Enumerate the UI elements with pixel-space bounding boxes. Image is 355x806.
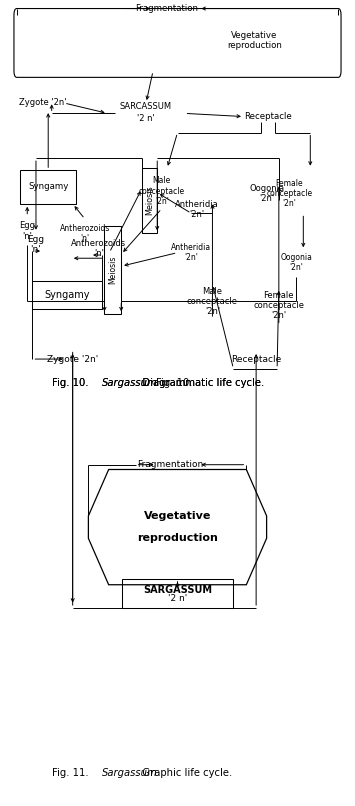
Text: reproduction: reproduction (137, 534, 218, 543)
Text: Syngamy: Syngamy (28, 182, 69, 192)
Text: Egg
'n': Egg 'n' (27, 235, 44, 255)
Text: Fig. 10.: Fig. 10. (156, 378, 199, 388)
Text: Female
conceptacle
'2n': Female conceptacle '2n' (266, 178, 312, 208)
Text: '2 n': '2 n' (168, 594, 187, 603)
Text: Female
conceptacle
'2n': Female conceptacle '2n' (253, 290, 304, 320)
Text: Fragmentation: Fragmentation (137, 460, 204, 469)
Text: Vegetative: Vegetative (144, 511, 211, 521)
Text: Fig. 10.: Fig. 10. (52, 378, 94, 388)
Text: Oogonia
'2n': Oogonia '2n' (280, 252, 312, 272)
Text: Receptacle: Receptacle (245, 112, 292, 121)
Text: Zygote '2n': Zygote '2n' (19, 98, 67, 107)
Text: . Graphic life cycle.: . Graphic life cycle. (136, 768, 232, 778)
Text: Receptacle: Receptacle (231, 355, 281, 364)
Text: Fig. 10.: Fig. 10. (52, 378, 94, 388)
Text: Egg
'n': Egg 'n' (19, 222, 35, 241)
Text: SARGASSUM: SARGASSUM (143, 584, 212, 595)
Text: Oogonia
'2n': Oogonia '2n' (249, 184, 284, 203)
Text: Sargassum: Sargassum (102, 378, 158, 388)
Bar (20, 170, 76, 204)
Bar (32, 280, 102, 310)
Text: Meiosis: Meiosis (108, 256, 118, 285)
Text: Antheridia
'2n': Antheridia '2n' (175, 200, 219, 219)
Text: Fig. 11.: Fig. 11. (52, 768, 94, 778)
Text: SARCASSUM: SARCASSUM (120, 102, 172, 111)
Text: Antherozoids
'n': Antherozoids 'n' (60, 224, 110, 243)
Bar (142, 168, 157, 234)
Text: '2 n': '2 n' (137, 114, 155, 123)
Bar (122, 580, 233, 608)
Text: Sargassum: Sargassum (102, 768, 157, 778)
Text: Zygote '2n': Zygote '2n' (47, 355, 98, 364)
Text: . Diagrammatic life cycle.: . Diagrammatic life cycle. (136, 378, 264, 388)
Text: Sargassum: Sargassum (102, 378, 157, 388)
Text: Male
conceptacle
'2n': Male conceptacle '2n' (139, 176, 185, 206)
Text: Syngamy: Syngamy (45, 290, 90, 300)
Text: Antheridia
'2n': Antheridia '2n' (171, 243, 212, 262)
Text: Antherozoids
'n': Antherozoids 'n' (71, 239, 126, 258)
Bar (104, 226, 121, 314)
Text: Fragmentation: Fragmentation (136, 4, 198, 13)
Text: Male
conceptacle
'2n': Male conceptacle '2n' (187, 287, 238, 316)
Text: . Diagrammatic life cycle.: . Diagrammatic life cycle. (136, 378, 264, 388)
Text: Vegetative
reproduction: Vegetative reproduction (227, 31, 282, 50)
Text: Meiosis: Meiosis (145, 186, 154, 215)
